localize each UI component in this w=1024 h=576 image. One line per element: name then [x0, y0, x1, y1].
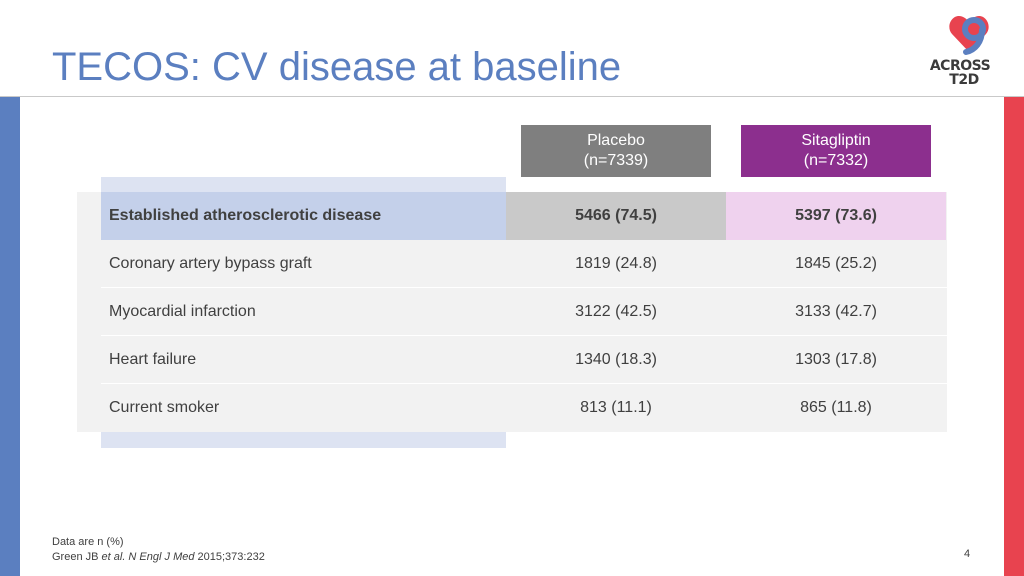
heart-nine-icon — [949, 16, 989, 55]
sitagliptin-value: 3133 (42.7) — [795, 303, 877, 320]
sitagliptin-value: 5397 (73.6) — [726, 192, 946, 240]
table-row: Established atherosclerotic disease 5466… — [77, 192, 947, 240]
row-divider — [101, 287, 947, 288]
right-accent-bar — [1004, 97, 1024, 576]
table-row: Current smoker 813 (11.1) 865 (11.8) — [77, 384, 947, 432]
row-divider — [101, 383, 947, 384]
column-name: Sitagliptin — [801, 132, 871, 149]
placebo-value: 3122 (42.5) — [575, 303, 657, 320]
column-header-sitagliptin: Sitagliptin (n=7332) — [741, 125, 931, 177]
column-n: (n=7332) — [803, 152, 869, 169]
sitagliptin-value: 865 (11.8) — [800, 399, 872, 416]
placebo-value: 5466 (74.5) — [506, 192, 726, 240]
reference-journal: et al. N Engl J Med — [101, 551, 195, 563]
left-accent-bar — [0, 97, 20, 576]
footnote-reference: Green JB et al. N Engl J Med 2015;373:23… — [52, 550, 265, 565]
column-n: (n=7339) — [583, 152, 649, 169]
footnote-data-note: Data are n (%) — [52, 536, 124, 548]
sitagliptin-value: 1303 (17.8) — [795, 351, 877, 368]
column-header-placebo: Placebo (n=7339) — [521, 125, 711, 177]
table-row: Coronary artery bypass graft 1819 (24.8)… — [77, 240, 947, 288]
slide-title: TECOS: CV disease at baseline — [52, 45, 622, 89]
logo-text-t2d: T2D — [949, 72, 979, 88]
page-number: 4 — [964, 548, 971, 560]
placebo-value: 1819 (24.8) — [575, 255, 657, 272]
sitagliptin-value: 1845 (25.2) — [795, 255, 877, 272]
reference-citation: 2015;373:232 — [194, 551, 265, 563]
placebo-value: 813 (11.1) — [580, 399, 652, 416]
table-row: Heart failure 1340 (18.3) 1303 (17.8) — [77, 336, 947, 384]
across-t2d-logo: ACROSS T2D — [924, 12, 996, 90]
reference-author: Green JB — [52, 551, 102, 563]
row-label: Myocardial infarction — [109, 303, 256, 320]
column-name: Placebo — [587, 132, 645, 149]
row-label: Established atherosclerotic disease — [101, 192, 506, 240]
table-row: Myocardial infarction 3122 (42.5) 3133 (… — [77, 288, 947, 336]
row-label: Heart failure — [109, 351, 197, 368]
header-divider — [0, 96, 1024, 97]
logo-text-across: ACROSS — [929, 58, 991, 74]
placebo-value: 1340 (18.3) — [575, 351, 657, 368]
row-label: Coronary artery bypass graft — [109, 255, 312, 272]
footnote: Data are n (%) Green JB et al. N Engl J … — [52, 535, 265, 565]
row-label: Current smoker — [109, 399, 220, 416]
row-divider — [101, 335, 947, 336]
